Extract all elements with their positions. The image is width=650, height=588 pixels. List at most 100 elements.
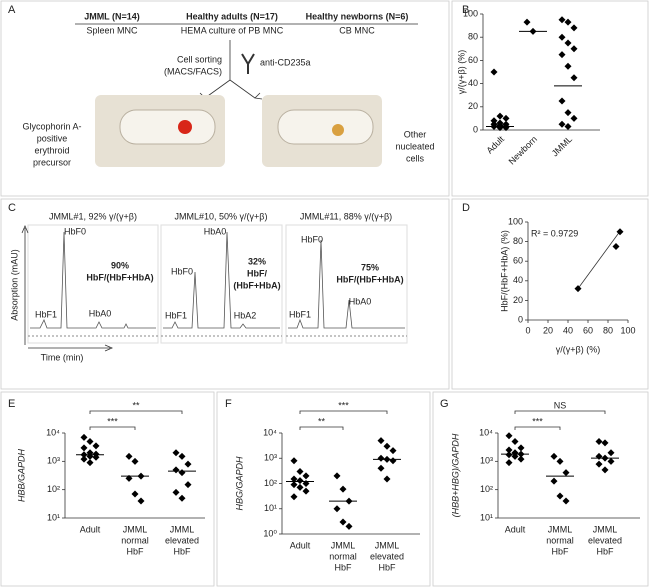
y-tick-label: 0 [518, 314, 523, 324]
peak-label: HbA0 [204, 226, 227, 236]
bracket [299, 426, 344, 430]
source-title: Healthy newborns (N=6) [306, 11, 409, 21]
point [383, 442, 391, 450]
panel-label: A [8, 4, 16, 16]
point [496, 124, 504, 132]
panel-frame [0, 391, 215, 587]
y-tick-label: 10⁰ [263, 528, 277, 538]
y-axis-label: Absorption (mAU) [9, 249, 19, 321]
y-tick-label: 40 [468, 78, 478, 88]
point [505, 432, 513, 440]
y-tick-label: 10¹ [480, 512, 493, 522]
y-tick-label: 20 [513, 295, 523, 305]
x-tick-label: elevated [165, 535, 199, 545]
trace-frame [285, 224, 408, 344]
bracket [89, 410, 183, 414]
y-tick-label: 20 [468, 101, 478, 111]
point [550, 452, 558, 460]
point [184, 460, 192, 468]
point [558, 33, 566, 41]
point [490, 68, 498, 76]
x-tick-label: Newborn [507, 134, 540, 167]
point [550, 477, 558, 485]
source-subtitle: HEMA culture of PB MNC [181, 25, 284, 35]
x-tick-label: Adult [485, 134, 507, 156]
point [570, 114, 578, 122]
panel-frame [451, 0, 649, 197]
y-arrow [21, 224, 29, 345]
point [86, 438, 94, 446]
x-tick-label: Adult [505, 524, 526, 534]
point [570, 24, 578, 32]
y-axis-label: HBG/GAPDH [234, 456, 244, 511]
point [523, 18, 531, 26]
y-tick-label: 80 [468, 32, 478, 42]
point [302, 487, 310, 495]
antibody-icon [241, 53, 255, 74]
antibody-label: anti-CD235a [260, 57, 311, 67]
point [80, 433, 88, 441]
panel-label: C [8, 202, 16, 214]
point [601, 439, 609, 447]
panel-label: E [8, 398, 15, 410]
point [558, 97, 566, 105]
x-tick-label: JMML [550, 134, 574, 158]
point [377, 454, 385, 462]
trace-frame [27, 224, 159, 344]
significance: ** [318, 416, 326, 426]
point [562, 497, 570, 505]
x-tick-label: 100 [620, 325, 635, 335]
y-tick-label: 10⁴ [479, 427, 493, 437]
x-tick-label: JMML [375, 540, 400, 550]
x-tick-label: 40 [563, 325, 573, 335]
point [556, 457, 564, 465]
point [574, 285, 582, 293]
y-tick-label: 100 [463, 8, 478, 18]
x-tick-label: 80 [603, 325, 613, 335]
panel-frame [451, 198, 649, 390]
trace-annotation: 75% [361, 262, 379, 272]
point [505, 451, 513, 459]
point [172, 466, 180, 474]
point [302, 472, 310, 480]
y-tick-label: 100 [508, 216, 523, 226]
x-tick-label: JMML [593, 524, 618, 534]
trace-title: JMML#11, 88% γ/(γ+β) [300, 211, 392, 221]
panel-label: F [225, 398, 232, 410]
fraction-label: positive [37, 133, 68, 143]
x-tick-label: JMML [123, 524, 148, 534]
panel-frame [216, 391, 431, 587]
point [564, 109, 572, 117]
point [564, 18, 572, 26]
fraction-label: erythroid [34, 145, 69, 155]
point [86, 452, 94, 460]
bracket [514, 426, 561, 430]
x-tick-label: JMML [548, 524, 573, 534]
point [562, 469, 570, 477]
peak-label: HbF1 [289, 309, 311, 319]
x-tick-label: normal [546, 535, 574, 545]
point [607, 457, 615, 465]
x-tick-label: 60 [583, 325, 593, 335]
point [178, 494, 186, 502]
panel-label: D [462, 202, 470, 214]
x-tick-label: elevated [370, 551, 404, 561]
point [339, 518, 347, 526]
peak-label: HbF0 [171, 266, 193, 276]
point [505, 459, 513, 467]
x-axis-label: Time (min) [41, 352, 84, 362]
trace-annotation: HbF/(HbF+HbA) [336, 274, 403, 284]
sorting-text: Cell sorting [177, 54, 222, 64]
panel-label: B [462, 4, 469, 16]
fraction-label: cells [406, 153, 425, 163]
point [383, 475, 391, 483]
y-tick-label: 10⁴ [46, 427, 60, 437]
y-tick-label: 10¹ [47, 512, 60, 522]
fraction-label: nucleated [395, 141, 434, 151]
peak-label: HbF1 [35, 309, 57, 319]
point [595, 438, 603, 446]
source-subtitle: CB MNC [339, 25, 375, 35]
x-tick-label: 20 [543, 325, 553, 335]
fraction-label: precursor [33, 157, 71, 167]
